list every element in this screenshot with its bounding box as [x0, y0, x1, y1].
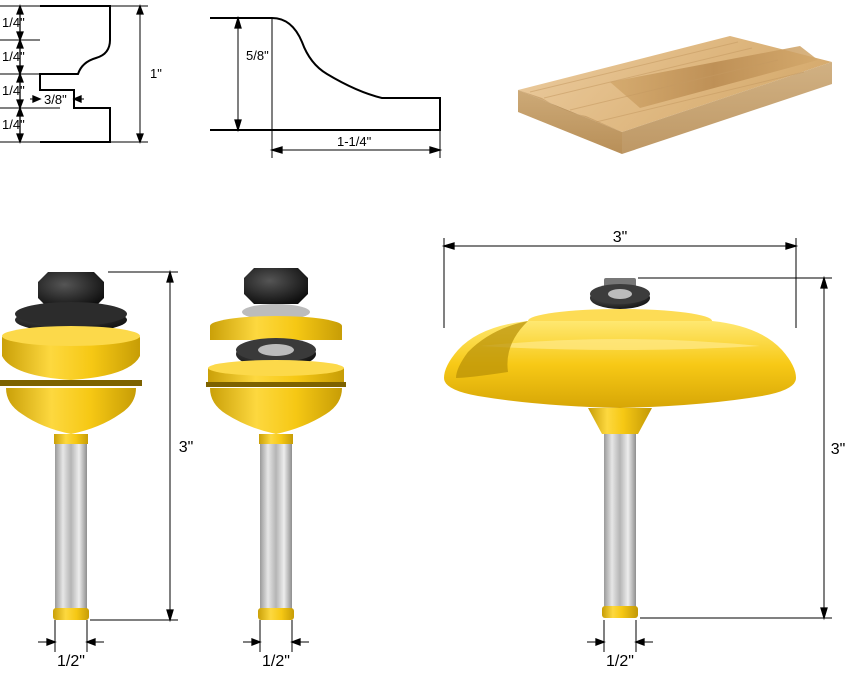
rail-shank-label: 1/2" — [57, 653, 85, 670]
profile2-width-label: 1-1/4" — [337, 134, 372, 149]
profile1-height-label: 1" — [150, 66, 162, 81]
profile1-seg3-label: 1/4" — [2, 83, 25, 98]
profile1-seg4-label: 1/4" — [2, 117, 25, 132]
profile1-seg1-label: 1/4" — [2, 15, 25, 30]
bottom-row: 1/2" 3" — [0, 228, 850, 684]
router-bit-stile: 1/2" — [198, 228, 368, 684]
router-bit-rail: 1/2" 3" — [0, 228, 200, 684]
panel-diameter-label: 3" — [613, 229, 628, 246]
profile1-notch-label: 3/8" — [44, 92, 67, 107]
profile2-height-label: 5/8" — [246, 48, 269, 63]
rail-height-label: 3" — [179, 439, 194, 456]
stile-shank-label: 1/2" — [262, 653, 290, 670]
top-row: 1/4" 1/4" 1/4" 1/4" 3/8" 1" — [0, 0, 850, 180]
profile1-seg2-label: 1/4" — [2, 49, 25, 64]
profile-diagram-raised-panel: 5/8" 1-1/4" — [192, 0, 472, 170]
panel-height-label: 3" — [831, 441, 846, 458]
panel-shank-label: 1/2" — [606, 653, 634, 670]
wood-sample-block — [500, 18, 840, 163]
profile-diagram-rail-stile: 1/4" 1/4" 1/4" 1/4" 3/8" 1" — [0, 0, 190, 170]
router-bit-raised-panel: 3" 3" — [420, 228, 850, 684]
